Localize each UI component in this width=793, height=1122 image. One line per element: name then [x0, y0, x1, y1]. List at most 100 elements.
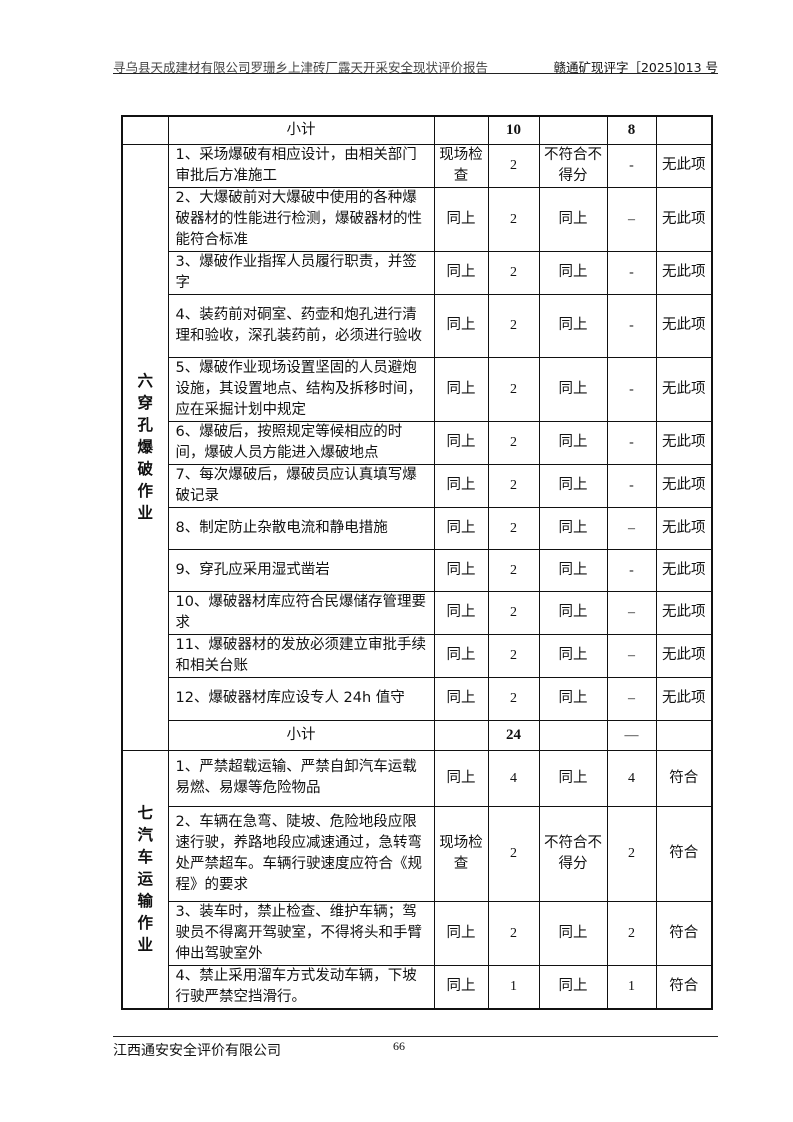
scoring-rule: 同上 — [538, 964, 608, 1009]
actual-score: 2 — [606, 900, 657, 966]
check-method: 同上 — [433, 420, 489, 465]
check-result: 无此项 — [655, 548, 713, 592]
table-row: 8、制定防止杂散电流和静电措施 同上 2 同上 – 无此项 — [122, 506, 713, 550]
actual-score: – — [606, 676, 657, 721]
check-item: 2、大爆破前对大爆破中使用的各种爆破器材的性能进行检测，爆破器材的性能符合标准 — [167, 186, 435, 252]
scoring-rule: 同上 — [538, 186, 608, 252]
check-item: 6、爆破后，按照规定等候相应的时间，爆破人员方能进入爆破地点 — [167, 420, 435, 465]
standard-score: 2 — [487, 805, 540, 902]
scoring-rule: 同上 — [538, 420, 608, 465]
subtotal-label: 小计 — [167, 115, 435, 145]
standard-score: 2 — [487, 420, 540, 465]
check-result: 无此项 — [655, 186, 713, 252]
table-row: 2、车辆在急弯、陡坡、危险地段应限速行驶，养路地段应减速通过，急转弯处严禁超车。… — [122, 805, 713, 902]
table-row: 11、爆破器材的发放必须建立审批手续和相关台账 同上 2 同上 – 无此项 — [122, 633, 713, 678]
check-method: 同上 — [433, 548, 489, 592]
footer-company: 江西通安安全评价有限公司 — [113, 1043, 281, 1059]
actual-score: 4 — [606, 749, 657, 807]
section-name: 七汽车运输作业 — [137, 804, 153, 954]
table-row: 6、爆破后，按照规定等候相应的时间，爆破人员方能进入爆破地点 同上 2 同上 - 无此项 — [122, 420, 713, 465]
check-result: 无此项 — [655, 356, 713, 422]
check-result: 无此项 — [655, 506, 713, 550]
subtotal-got: 8 — [606, 115, 657, 145]
table-row: 7、每次爆破后，爆破员应认真填写爆破记录 同上 2 同上 - 无此项 — [122, 463, 713, 508]
check-result: 符合 — [655, 805, 713, 902]
check-result: 无此项 — [655, 590, 713, 635]
standard-score: 2 — [487, 633, 540, 678]
page-header: 寻乌县天成建材有限公司罗珊乡上津砖厂露天开采安全现状评价报告 赣通矿现评字［20… — [113, 57, 718, 75]
table-row: 2、大爆破前对大爆破中使用的各种爆破器材的性能进行检测，爆破器材的性能符合标准 同… — [122, 186, 713, 252]
scoring-rule: 同上 — [538, 250, 608, 295]
table-row: 七汽车运输作业 1、严禁超载运输、严禁自卸汽车运载易燃、易爆等危险物品 同上 4 同上 4… — [121, 749, 713, 1009]
standard-score: 2 — [487, 676, 540, 721]
actual-score: - — [606, 143, 657, 188]
subtotal-got: — — [606, 719, 657, 751]
check-item: 9、穿孔应采用湿式凿岩 — [167, 548, 435, 592]
evaluation-table: 小计 10 8 六穿孔爆破作业 1、采场爆破有相应设计，由相关部门审批后方准施工现… — [121, 115, 713, 1010]
scoring-rule: 同上 — [538, 590, 608, 635]
check-method: 现场检查 — [433, 143, 489, 188]
check-item: 2、车辆在急弯、陡坡、危险地段应限速行驶，养路地段应减速通过，急转弯处严禁超车。… — [167, 805, 435, 902]
check-result: 无此项 — [655, 463, 713, 508]
scoring-rule: 不符合不得分 — [538, 143, 608, 188]
scoring-rule: 同上 — [538, 633, 608, 678]
check-method: 同上 — [433, 250, 489, 295]
actual-score: - — [606, 463, 657, 508]
standard-score: 2 — [487, 506, 540, 550]
actual-score: – — [606, 506, 657, 550]
table-row: 4、禁止采用溜车方式发动车辆，下坡行驶严禁空挡滑行。 同上 1 同上 1 符合 — [122, 964, 713, 1009]
actual-score: – — [606, 633, 657, 678]
check-result: 无此项 — [655, 676, 713, 721]
check-method: 同上 — [433, 964, 489, 1009]
standard-score: 2 — [487, 293, 540, 358]
scoring-rule: 同上 — [538, 356, 608, 422]
subtotal-label: 小计 — [167, 719, 435, 751]
scoring-rule: 同上 — [538, 900, 608, 966]
actual-score: – — [606, 186, 657, 252]
check-item: 1、严禁超载运输、严禁自卸汽车运载易燃、易爆等危险物品 — [167, 749, 435, 807]
check-method: 现场检查 — [433, 805, 489, 902]
document-number: 赣通矿现评字［2025]013 号 — [553, 60, 718, 75]
scoring-rule: 同上 — [538, 676, 608, 721]
standard-score: 2 — [487, 590, 540, 635]
actual-score: 1 — [606, 964, 657, 1009]
page-footer: 江西通安安全评价有限公司 66 — [113, 1036, 718, 1059]
scoring-rule: 同上 — [538, 463, 608, 508]
standard-score: 2 — [487, 250, 540, 295]
table-row: 3、爆破作业指挥人员履行职责，并签字 同上 2 同上 - 无此项 — [122, 250, 713, 295]
actual-score: - — [606, 548, 657, 592]
table-row: 10、爆破器材库应符合民爆储存管理要求 同上 2 同上 – 无此项 — [122, 590, 713, 635]
check-method: 同上 — [433, 506, 489, 550]
actual-score: - — [606, 250, 657, 295]
table-row: 4、装药前对硐室、药壶和炮孔进行清理和验收，深孔装药前，必须进行验收 同上 2 同上 -… — [122, 293, 713, 358]
check-method: 同上 — [433, 463, 489, 508]
subtotal-row: 小计 24 — — [122, 719, 713, 751]
cell — [655, 719, 713, 751]
check-result: 符合 — [655, 964, 713, 1009]
check-method: 同上 — [433, 356, 489, 422]
standard-score: 2 — [487, 548, 540, 592]
scoring-rule: 不符合不得分 — [538, 805, 608, 902]
table-row: 5、爆破作业现场设置坚固的人员避炮设施，其设置地点、结构及拆移时间，应在采掘计划… — [122, 356, 713, 422]
subtotal-score: 24 — [487, 719, 540, 751]
actual-score: – — [606, 590, 657, 635]
check-method: 同上 — [433, 676, 489, 721]
actual-score: - — [606, 356, 657, 422]
check-result: 无此项 — [655, 293, 713, 358]
table-row: 12、爆破器材库应设专人 24h 值守 同上 2 同上 – 无此项 — [122, 676, 713, 721]
check-item: 8、制定防止杂散电流和静电措施 — [167, 506, 435, 550]
check-item: 4、禁止采用溜车方式发动车辆，下坡行驶严禁空挡滑行。 — [167, 964, 435, 1009]
page-number: 66 — [393, 1039, 405, 1053]
standard-score: 1 — [487, 964, 540, 1009]
section-name: 六穿孔爆破作业 — [137, 372, 153, 522]
table-row: 3、装车时，禁止检查、维护车辆；驾驶员不得离开驾驶室，不得将头和手臂伸出驾驶室外… — [122, 900, 713, 966]
section-name-cell: 六穿孔爆破作业 — [121, 143, 169, 751]
cell — [538, 719, 608, 751]
check-item: 11、爆破器材的发放必须建立审批手续和相关台账 — [167, 633, 435, 678]
standard-score: 4 — [487, 749, 540, 807]
table-row: 9、穿孔应采用湿式凿岩 同上 2 同上 - 无此项 — [122, 548, 713, 592]
check-result: 符合 — [655, 749, 713, 807]
scoring-rule: 同上 — [538, 548, 608, 592]
check-method: 同上 — [433, 900, 489, 966]
